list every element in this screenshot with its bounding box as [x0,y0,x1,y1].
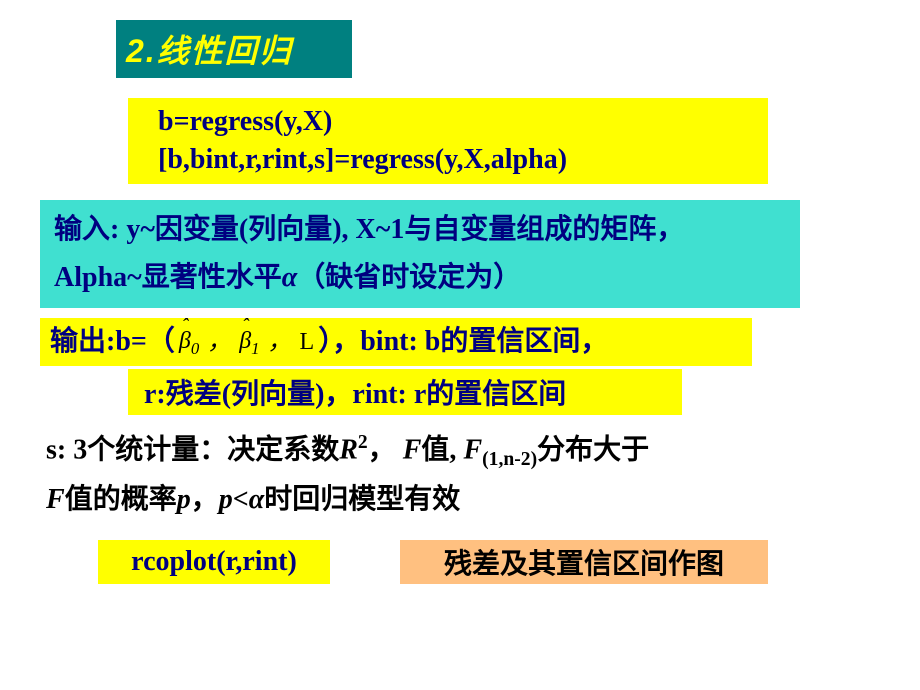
s-line1: s: 3个统计量：决定系数R2， F值, F(1,n-2)分布大于 [46,426,649,476]
formula-block: b=regress(y,X) [b,bint,r,rint,s]=regress… [128,98,768,184]
formula-line2: [b,bint,r,rint,s]=regress(y,X,alpha) [158,141,567,179]
residual-plot-label: 残差及其置信区间作图 [400,540,768,584]
s-statistics-description: s: 3个统计量：决定系数R2， F值, F(1,n-2)分布大于 F值的概率p… [40,426,790,524]
formula-line1: b=regress(y,X) [158,103,332,141]
s-line2: F值的概率p，p<α时回归模型有效 [46,476,460,524]
output-description-line2: r:残差(列向量)，rint: r的置信区间 [128,369,682,415]
input-line2: Alpha~显著性水平α（缺省时设定为） [54,254,521,302]
output-description-line1: 输出:b=（ β0 ， β1 ， L ），bint: b的置信区间， [40,318,752,366]
input-line1: 输入: y~因变量(列向量), X~1与自变量组成的矩阵， [54,206,684,254]
section-title: 2.线性回归 [116,20,352,78]
title-text: 2.线性回归 [126,26,293,72]
input-description: 输入: y~因变量(列向量), X~1与自变量组成的矩阵， Alpha~显著性水… [40,200,800,308]
alpha-symbol: α [282,262,298,293]
beta-hat-0: β0 [175,323,203,361]
beta-hat-1: β1 [235,323,263,361]
rcoplot-command: rcoplot(r,rint) [98,540,330,584]
